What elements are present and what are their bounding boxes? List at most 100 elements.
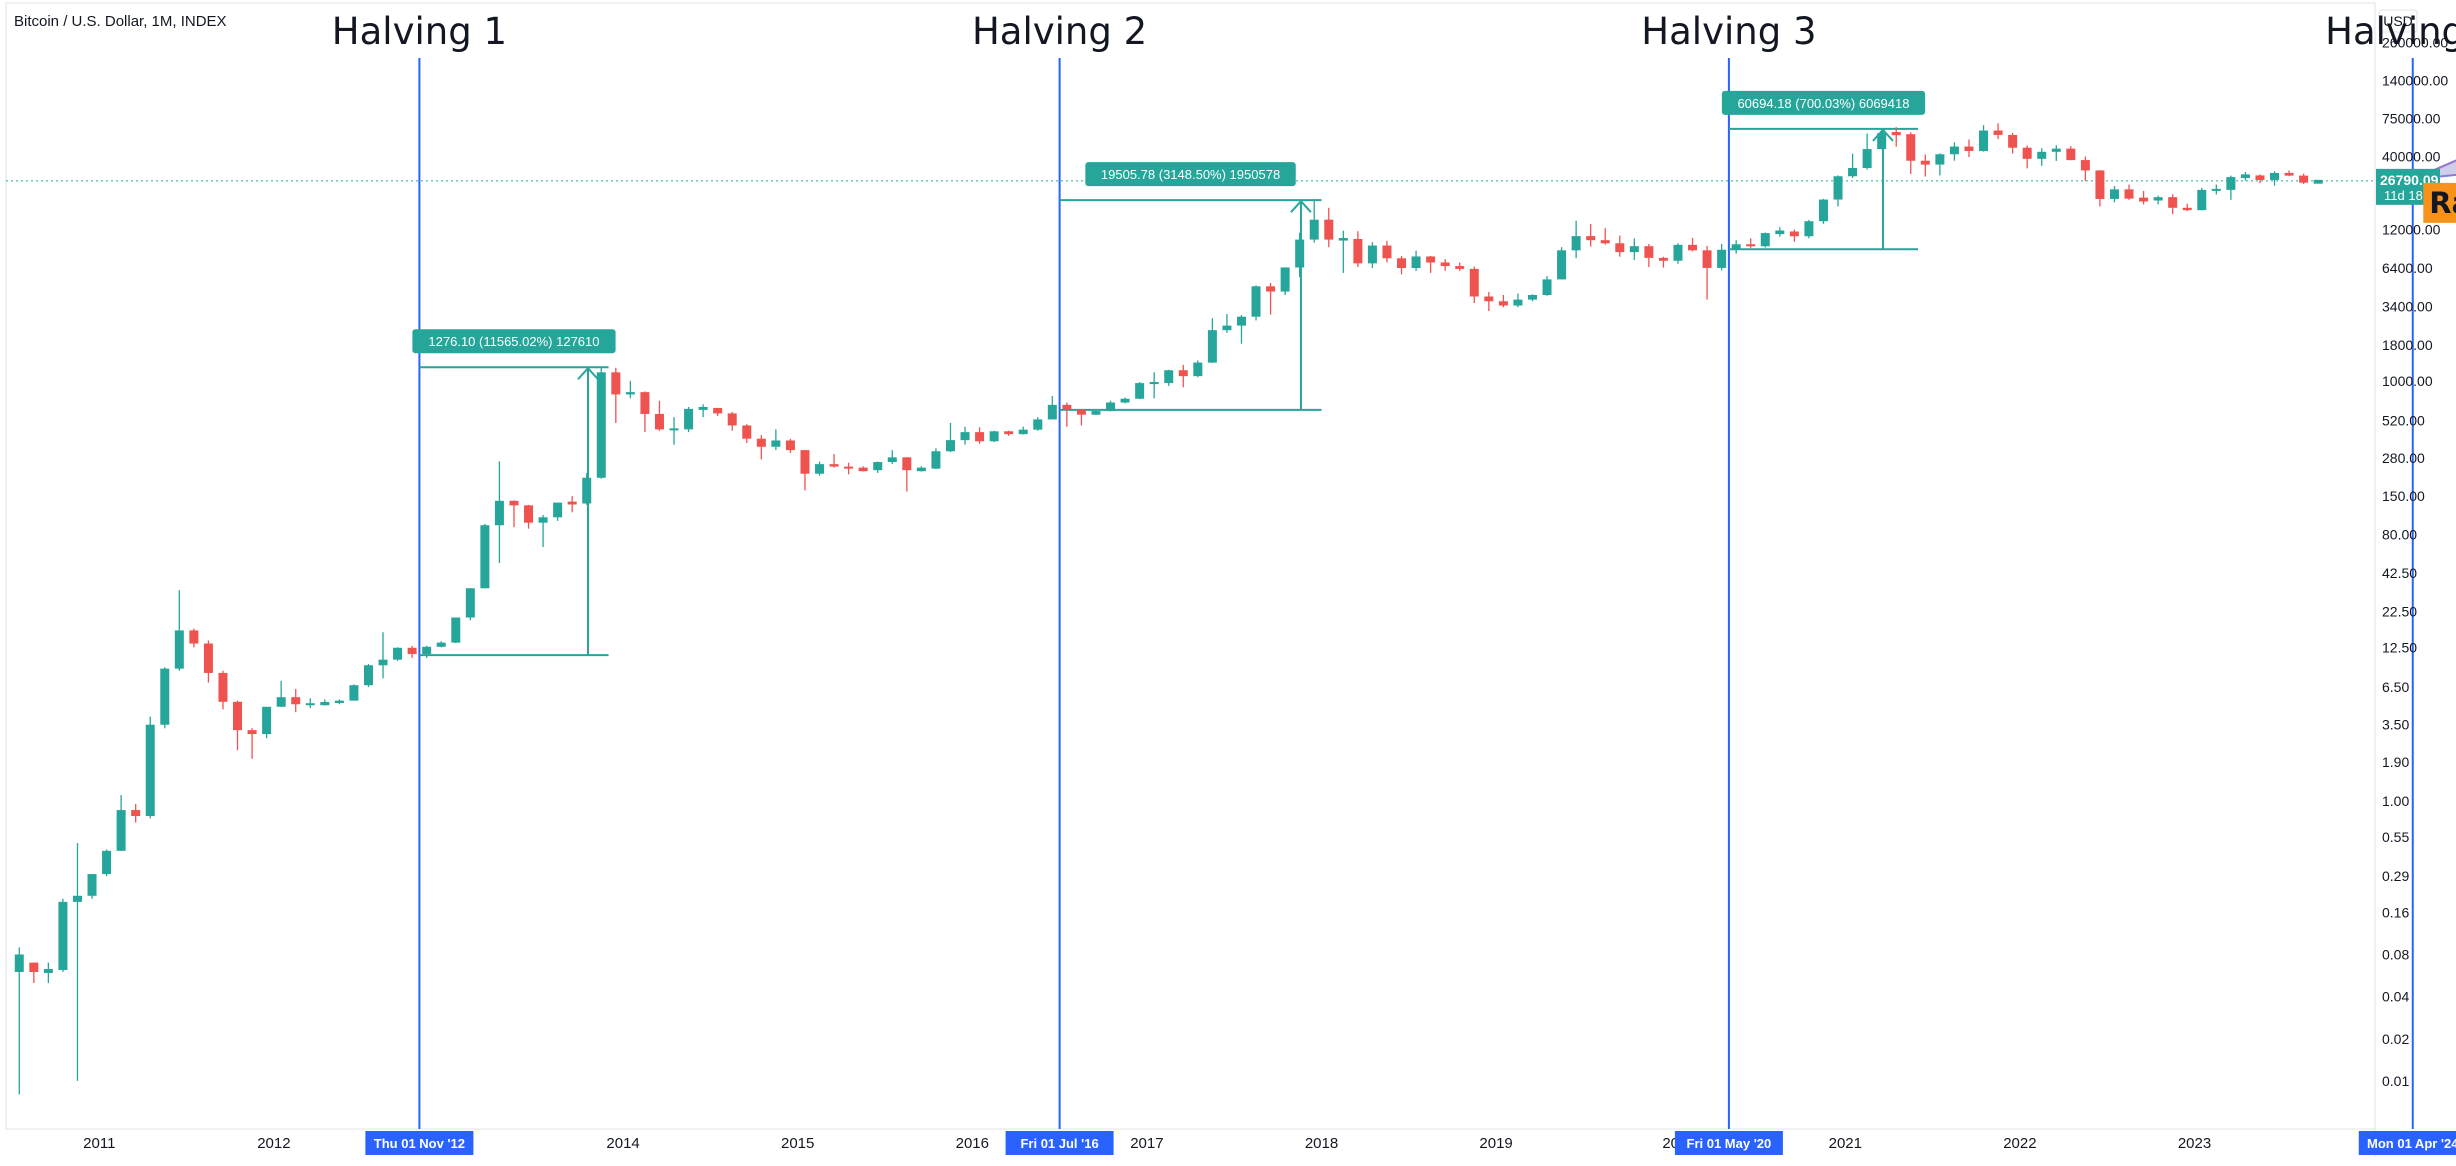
candle-body	[1018, 429, 1028, 435]
measure-label-text: 60694.18 (700.03%) 6069418	[1737, 96, 1909, 111]
price-tick-label: 0.08	[2382, 946, 2409, 962]
candle-body	[116, 810, 126, 851]
candle	[145, 716, 155, 819]
candle	[611, 367, 621, 423]
price-tick-label: 1.00	[2382, 793, 2409, 809]
time-tick-label: 2014	[606, 1135, 639, 1152]
candle	[873, 461, 883, 473]
candle-body	[1222, 325, 1232, 331]
rally-label-box[interactable]	[2423, 182, 2456, 223]
candle-body	[203, 643, 213, 673]
candle	[1964, 139, 1974, 158]
candle	[218, 670, 228, 710]
candle-body	[1979, 130, 1989, 151]
price-tick-label: 1000.00	[2382, 373, 2433, 389]
candle	[654, 400, 664, 431]
candle-body	[1804, 221, 1814, 237]
price-tick-label: 280.00	[2382, 450, 2425, 466]
candle-body	[174, 630, 184, 669]
time-axis-badges: Thu 01 Nov '12 Fri 01 Jul '16 Fri 01 May '…	[365, 1131, 2456, 1155]
candle-body	[1266, 286, 1276, 292]
price-tick-label: 150.00	[2382, 488, 2425, 504]
candle-body	[1760, 233, 1770, 247]
candle	[2313, 179, 2323, 184]
halving-date-badge-text: Fri 01 May '20	[1687, 1136, 1772, 1151]
candle-body	[1295, 239, 1305, 268]
candle	[538, 515, 548, 548]
time-tick-label: 2022	[2003, 1135, 2036, 1152]
candle-body	[524, 505, 534, 523]
candle	[698, 404, 708, 418]
candle	[582, 472, 592, 505]
candle	[1106, 400, 1116, 412]
candle-body	[407, 647, 417, 654]
candle	[102, 849, 112, 877]
price-tick-label: 0.04	[2382, 989, 2409, 1005]
candle-body	[43, 968, 53, 973]
time-tick-label: 2021	[1829, 1135, 1862, 1152]
candle	[1397, 255, 1407, 275]
candle	[233, 700, 243, 751]
candle-body	[363, 665, 373, 686]
measure-label-box[interactable]	[1721, 90, 1926, 115]
candle-body	[1862, 149, 1872, 168]
candle	[1862, 133, 1872, 170]
candle	[2240, 171, 2250, 181]
candle	[276, 680, 286, 707]
candle-body	[654, 413, 664, 430]
candle-body	[582, 477, 592, 504]
price-tick-label: 1800.00	[2382, 337, 2433, 353]
candle	[1280, 267, 1290, 296]
candle	[1513, 293, 1523, 308]
candle	[1586, 223, 1596, 247]
candle	[2037, 148, 2047, 166]
measure-label-box[interactable]	[412, 329, 616, 354]
candle-body	[1746, 244, 1756, 247]
candle	[1426, 255, 1436, 273]
candle-body	[2168, 197, 2178, 208]
candle-body	[2139, 197, 2149, 202]
candle	[58, 898, 68, 972]
candle-body	[756, 438, 766, 447]
measure-label-box[interactable]	[1085, 162, 1296, 187]
candle	[2051, 145, 2061, 161]
candle	[2066, 146, 2076, 161]
candle	[975, 427, 985, 444]
price-tick-label: 42.50	[2382, 565, 2417, 581]
candle	[1949, 142, 1959, 161]
candle	[1047, 395, 1057, 420]
candle-body	[1091, 411, 1101, 415]
symbol-title: Bitcoin / U.S. Dollar, 1M, INDEX	[14, 13, 227, 30]
time-tick-label: 2015	[781, 1135, 814, 1152]
halving-date-badge	[1005, 1131, 1114, 1155]
candle	[1324, 207, 1334, 248]
candle	[1600, 228, 1610, 245]
candle	[1717, 243, 1727, 271]
candle-body	[1920, 160, 1930, 165]
candle-body	[2037, 151, 2047, 159]
halving-label: Halving 1	[332, 10, 507, 53]
candle	[1004, 430, 1014, 436]
candle	[1382, 240, 1392, 263]
candle-body	[58, 901, 68, 970]
candle	[2080, 156, 2090, 182]
candle-body	[698, 406, 708, 410]
candle	[2270, 171, 2280, 186]
price-tick-label: 260000.00	[2382, 35, 2448, 51]
candle	[1164, 369, 1174, 386]
candle	[829, 454, 839, 468]
candle	[1266, 282, 1276, 315]
candle-body	[1135, 383, 1145, 399]
candle-body	[2124, 189, 2134, 199]
candle-body	[1527, 295, 1537, 300]
candle	[1455, 262, 1465, 271]
candle	[291, 688, 301, 713]
candle-body	[829, 464, 839, 467]
candle-body	[1877, 133, 1887, 150]
candle-body	[145, 724, 155, 816]
halving-date-badge-text: Thu 01 Nov '12	[374, 1136, 465, 1151]
candle-body	[1047, 404, 1057, 420]
currency-unit-box[interactable]: USD	[2378, 9, 2418, 33]
candle-body	[945, 440, 955, 452]
